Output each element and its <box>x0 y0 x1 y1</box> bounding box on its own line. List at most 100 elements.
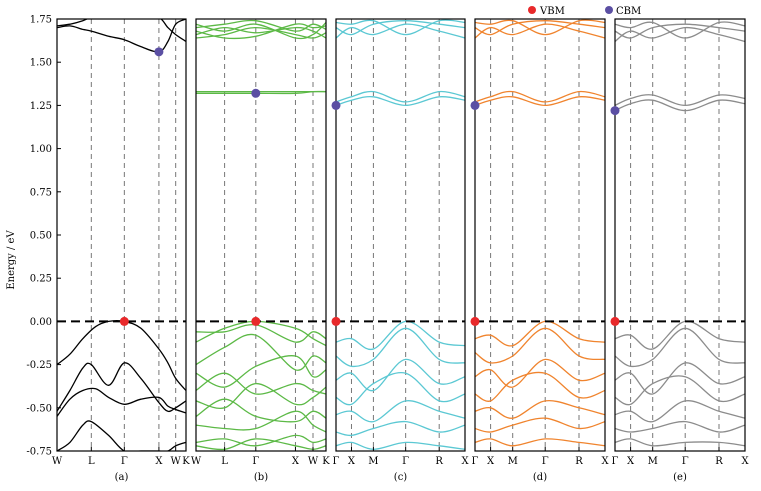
band-line <box>57 362 186 413</box>
legend-marker-vbm <box>528 6 536 14</box>
band-line <box>57 387 186 417</box>
band-line <box>196 355 326 388</box>
band-line <box>196 323 326 343</box>
y-tick-label: 1.00 <box>30 144 52 155</box>
k-tick-label: Γ <box>682 456 689 467</box>
y-tick-label: 0.75 <box>30 187 52 198</box>
panel-label: (a) <box>115 472 129 483</box>
band-line <box>196 410 326 433</box>
y-tick-label: 0.00 <box>30 317 52 328</box>
band-line <box>336 20 465 36</box>
band-line <box>615 94 745 107</box>
band-line <box>336 400 465 423</box>
k-tick-label: X <box>155 456 163 467</box>
panels: W L Γ X W K(a)W L Γ X W K(b)Γ X M Γ R X(c)Γ X M Γ R X(d)Γ X M Γ… <box>52 18 749 483</box>
panel-label: (e) <box>673 472 687 483</box>
k-tick-label: X <box>487 456 495 467</box>
band-line <box>615 21 745 39</box>
band-line <box>196 22 326 40</box>
band-line <box>475 399 605 419</box>
panel-b: W L Γ X W K(b) <box>191 18 330 483</box>
k-tick-label: W <box>52 456 63 467</box>
band-line <box>336 441 465 450</box>
k-tick-label: Γ <box>121 456 128 467</box>
band-line <box>336 420 465 437</box>
vbm-marker <box>119 316 129 326</box>
k-tick-label: X <box>741 456 749 467</box>
panel-e: Γ X M Γ R X(e) <box>610 18 749 483</box>
band-line <box>475 95 605 107</box>
y-tick-label: 0.25 <box>30 274 52 285</box>
panel-frame <box>474 18 606 452</box>
band-lines <box>336 19 465 450</box>
band-line <box>336 358 465 392</box>
band-line <box>336 95 465 107</box>
k-tick-label: W <box>191 456 202 467</box>
band-line <box>615 438 745 447</box>
k-tick-label: M <box>508 456 518 467</box>
y-tick-label: -0.50 <box>26 403 52 414</box>
k-tick-label: L <box>88 456 95 467</box>
band-line <box>475 371 605 402</box>
band-line <box>196 320 326 347</box>
band-lines <box>475 19 605 447</box>
panel-frame <box>335 18 466 452</box>
panel-frame <box>56 18 187 452</box>
k-tick-label: K <box>182 456 190 467</box>
band-line <box>336 320 465 351</box>
band-line <box>475 20 605 36</box>
y-tick-label: -0.25 <box>26 360 52 371</box>
band-line <box>615 26 745 43</box>
band-lines <box>57 19 186 451</box>
k-tick-label: Γ <box>472 456 479 467</box>
k-tick-label: X <box>292 456 300 467</box>
legend: VBM CBM <box>528 6 641 17</box>
band-line <box>196 438 326 451</box>
k-tick-label: Γ <box>612 456 619 467</box>
panel-frame <box>195 18 327 452</box>
cbm-marker <box>610 106 620 116</box>
band-line <box>57 420 186 451</box>
band-line <box>57 19 186 53</box>
legend-label-vbm: VBM <box>539 6 565 17</box>
band-line <box>196 434 326 447</box>
band-line <box>475 320 605 347</box>
k-tick-label: Γ <box>252 456 259 467</box>
band-line <box>475 327 605 364</box>
band-line <box>336 327 465 368</box>
k-tick-label: Γ <box>402 456 409 467</box>
y-axis-ticks: 1.75 1.50 1.25 1.00 0.75 0.50 0.25 0.00 -0.25 -0.… <box>26 15 61 458</box>
vbm-marker <box>251 316 261 326</box>
k-tick-label: X <box>601 456 609 467</box>
k-tick-label: R <box>715 456 723 467</box>
band-line <box>475 19 605 36</box>
band-line <box>196 398 326 423</box>
k-tick-label: X <box>348 456 356 467</box>
vbm-marker <box>331 316 341 326</box>
band-line <box>615 99 745 112</box>
band-line <box>57 19 186 43</box>
band-line <box>196 19 326 32</box>
band-line <box>475 90 605 103</box>
y-tick-label: -0.75 <box>26 447 52 458</box>
band-line <box>475 358 605 388</box>
band-line <box>336 371 465 406</box>
band-lines <box>615 21 745 447</box>
k-tick-label: X <box>461 456 469 467</box>
legend-marker-cbm <box>605 6 613 14</box>
cbm-marker <box>154 47 164 57</box>
band-line <box>615 375 745 406</box>
vbm-marker <box>610 316 620 326</box>
panel-c: Γ X M Γ R X(c) <box>331 18 469 483</box>
cbm-marker <box>470 100 480 110</box>
panel-label: (c) <box>394 472 408 483</box>
k-tick-label: X <box>627 456 635 467</box>
band-line <box>615 420 745 433</box>
band-line <box>196 333 326 371</box>
y-tick-label: 0.50 <box>30 231 52 242</box>
vbm-marker <box>470 316 480 326</box>
k-tick-label: Γ <box>542 456 549 467</box>
panel-d: Γ X M Γ R X(d) <box>470 18 609 483</box>
band-line <box>475 417 605 433</box>
